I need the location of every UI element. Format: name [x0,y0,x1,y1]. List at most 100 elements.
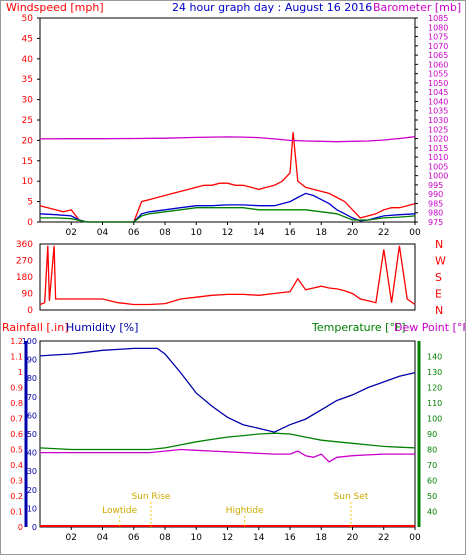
dir-compass-0: N [435,304,443,317]
dir-compass-4: N [435,238,443,251]
wind-y-tick-10: 50 [22,14,34,24]
hum-y-tick-9: 90 [27,356,37,365]
baro-y-tick-15: 1050 [428,79,448,88]
panel-wind-frame [39,17,416,223]
temp-x-tick-6: 14 [253,533,265,543]
temp-x-tick-8: 18 [316,533,328,543]
baro-y-tick-12: 1035 [428,107,448,116]
baro-y-tick-0: 975 [428,218,443,227]
rain-y-tick-1: 0.1 [10,508,23,517]
temp-y-tick-7: 110 [427,399,442,408]
baro-y-tick-1: 980 [428,209,443,218]
y3-axis-title-dewpoint: Dew Point [°F] [394,321,466,334]
wind-y-tick-1: 5 [27,198,33,208]
event-label-2: Hightide [226,506,264,516]
hum-y-tick-0: 0 [32,523,37,532]
temp-series-dewpoint [40,448,415,463]
wind-y-tick-9: 45 [22,34,33,44]
event-label-3: Sun Set [334,492,369,502]
panel-temp-frame [39,340,416,528]
baro-y-tick-19: 1070 [428,42,448,51]
dir-compass-1: E [435,288,442,301]
baro-y-tick-16: 1055 [428,70,448,79]
wind-y-tick-6: 30 [22,96,34,106]
event-label-0: Lowtide [102,506,137,516]
temp-series-humidity [39,347,416,433]
temp-y-tick-1: 50 [427,492,437,501]
temp-x-tick-10: 22 [378,533,389,543]
rain-y-tick-9: 0.9 [10,384,23,393]
temp-y-tick-9: 130 [427,368,442,377]
rain-y-tick-0: 0 [18,523,23,532]
baro-y-tick-14: 1045 [428,88,448,97]
hum-y-tick-2: 20 [27,486,37,495]
hum-y-tick-5: 50 [27,430,37,439]
wind-x-tick-1: 04 [97,228,109,238]
baro-y-tick-11: 1030 [428,116,448,125]
baro-y-tick-13: 1040 [428,97,448,106]
wind-y-tick-7: 35 [22,75,33,85]
dir-y-tick-1: 90 [22,290,34,300]
temp-x-tick-7: 16 [284,533,296,543]
event-label-1: Sun Rise [131,492,170,502]
baro-y-tick-22: 1085 [428,14,448,23]
wind-x-tick-4: 10 [191,228,203,238]
baro-y-tick-5: 1000 [428,172,448,181]
rain-y-tick-6: 0.6 [10,430,23,439]
temp-y-tick-0: 40 [427,508,437,517]
rain-y-tick-12: 1.2 [10,337,23,346]
dir-y-tick-4: 360 [16,240,33,250]
wind-x-tick-6: 14 [253,228,265,238]
temp-y-tick-4: 80 [427,446,437,455]
chart-title: 24 hour graph day : August 16 2016 [172,1,372,14]
wind-x-tick-3: 08 [159,228,171,238]
dir-y-tick-2: 180 [16,273,33,283]
baro-y-tick-4: 995 [428,181,443,190]
wind-x-tick-9: 20 [347,228,359,238]
rain-y-tick-3: 0.3 [10,477,23,486]
rain-y-tick-4: 0.4 [10,461,23,470]
wind-x-tick-2: 06 [128,228,140,238]
baro-y-tick-21: 1080 [428,23,448,32]
temp-x-tick-5: 12 [222,533,233,543]
baro-y-tick-10: 1025 [428,125,448,134]
baro-y-tick-6: 1005 [428,162,448,171]
baro-y-tick-7: 1010 [428,153,448,162]
baro-y-tick-20: 1075 [428,33,448,42]
temp-y-tick-10: 140 [427,353,442,362]
temp-x-tick-3: 08 [159,533,171,543]
wind-series-wind_min [40,207,416,223]
panel-direction-frame [39,243,416,311]
wind-y-tick-2: 10 [22,177,34,187]
temp-x-tick-2: 06 [128,533,140,543]
temp-y-tick-3: 70 [427,461,437,470]
wind-x-tick-11: 00 [409,228,421,238]
hum-y-tick-1: 10 [27,504,37,513]
baro-y-tick-17: 1060 [428,60,448,69]
rain-y-tick-2: 0.2 [10,492,23,501]
wind-x-tick-0: 02 [66,228,77,238]
temp-x-tick-0: 02 [66,533,77,543]
y2-axis-title-temperature: Temperature [°F] [311,321,406,334]
rain-y-tick-7: 0.7 [10,415,23,424]
temp-y-tick-6: 100 [427,415,442,424]
wind-series-barometer [39,136,416,143]
temp-y-tick-5: 90 [427,430,437,439]
rain-y-tick-5: 0.5 [10,446,23,455]
temp-series-temperature [39,432,416,451]
dir-y-tick-0: 0 [27,306,33,316]
wind-y-tick-4: 20 [22,136,34,146]
rain-y-tick-10: 1 [18,368,23,377]
hum-y-tick-7: 70 [27,393,37,402]
wind-y-tick-5: 25 [22,116,33,126]
baro-y-tick-2: 985 [428,199,443,208]
y-axis-title-rainfall: Rainfall [.in] [2,321,69,334]
baro-y-tick-8: 1015 [428,144,448,153]
wind-y-tick-0: 0 [27,218,33,228]
y-axis-title-windspeed: Windspeed [mph] [6,1,104,14]
dir-compass-2: S [435,271,442,284]
wind-x-tick-8: 18 [316,228,328,238]
temp-x-tick-4: 10 [191,533,203,543]
